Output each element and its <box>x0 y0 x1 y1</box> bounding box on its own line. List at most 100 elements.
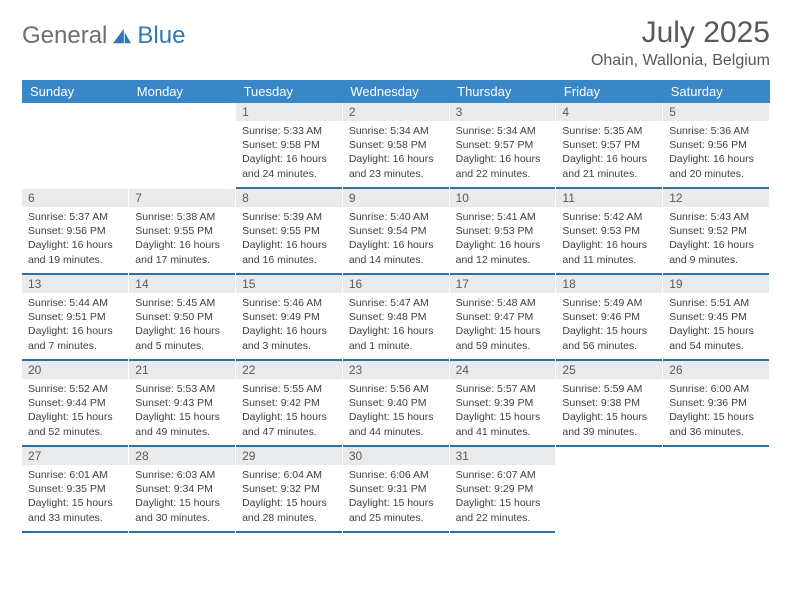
day-body: Sunrise: 5:45 AMSunset: 9:50 PMDaylight:… <box>129 293 235 359</box>
day-body: Sunrise: 5:44 AMSunset: 9:51 PMDaylight:… <box>22 293 128 359</box>
day-body: Sunrise: 5:34 AMSunset: 9:58 PMDaylight:… <box>343 121 449 187</box>
calendar-cell: 8Sunrise: 5:39 AMSunset: 9:55 PMDaylight… <box>236 189 343 275</box>
calendar-cell: 18Sunrise: 5:49 AMSunset: 9:46 PMDayligh… <box>556 275 663 361</box>
calendar-cell: 13Sunrise: 5:44 AMSunset: 9:51 PMDayligh… <box>22 275 129 361</box>
day-number: 31 <box>450 447 556 465</box>
calendar-cell: 20Sunrise: 5:52 AMSunset: 9:44 PMDayligh… <box>22 361 129 447</box>
day-body: Sunrise: 5:55 AMSunset: 9:42 PMDaylight:… <box>236 379 342 445</box>
weekday-header: Wednesday <box>342 80 449 103</box>
day-number: 24 <box>450 361 556 379</box>
day-body: Sunrise: 5:42 AMSunset: 9:53 PMDaylight:… <box>556 207 662 273</box>
calendar-cell: 28Sunrise: 6:03 AMSunset: 9:34 PMDayligh… <box>129 447 236 533</box>
calendar-cell: 19Sunrise: 5:51 AMSunset: 9:45 PMDayligh… <box>663 275 770 361</box>
calendar-cell: 21Sunrise: 5:53 AMSunset: 9:43 PMDayligh… <box>129 361 236 447</box>
day-number: 4 <box>556 103 662 121</box>
day-body: Sunrise: 5:36 AMSunset: 9:56 PMDaylight:… <box>663 121 769 187</box>
weekday-header: Monday <box>129 80 236 103</box>
logo: General Blue <box>22 16 185 50</box>
title-block: July 2025 Ohain, Wallonia, Belgium <box>591 16 770 70</box>
day-body: Sunrise: 5:35 AMSunset: 9:57 PMDaylight:… <box>556 121 662 187</box>
calendar-cell: 11Sunrise: 5:42 AMSunset: 9:53 PMDayligh… <box>556 189 663 275</box>
day-number: 10 <box>450 189 556 207</box>
calendar-cell: 17Sunrise: 5:48 AMSunset: 9:47 PMDayligh… <box>449 275 556 361</box>
day-body: Sunrise: 5:51 AMSunset: 9:45 PMDaylight:… <box>663 293 769 359</box>
day-number: 1 <box>236 103 342 121</box>
day-number: 30 <box>343 447 449 465</box>
calendar-cell: 6Sunrise: 5:37 AMSunset: 9:56 PMDaylight… <box>22 189 129 275</box>
day-number: 13 <box>22 275 128 293</box>
calendar-cell: 22Sunrise: 5:55 AMSunset: 9:42 PMDayligh… <box>236 361 343 447</box>
day-body: Sunrise: 5:39 AMSunset: 9:55 PMDaylight:… <box>236 207 342 273</box>
calendar-row: 6Sunrise: 5:37 AMSunset: 9:56 PMDaylight… <box>22 189 770 275</box>
day-number: 23 <box>343 361 449 379</box>
calendar-cell <box>22 103 129 189</box>
location: Ohain, Wallonia, Belgium <box>591 52 770 70</box>
day-body: Sunrise: 5:52 AMSunset: 9:44 PMDaylight:… <box>22 379 128 445</box>
day-number: 21 <box>129 361 235 379</box>
calendar-cell: 23Sunrise: 5:56 AMSunset: 9:40 PMDayligh… <box>342 361 449 447</box>
header-bar: General Blue July 2025 Ohain, Wallonia, … <box>22 16 770 70</box>
calendar-cell: 15Sunrise: 5:46 AMSunset: 9:49 PMDayligh… <box>236 275 343 361</box>
calendar-cell: 4Sunrise: 5:35 AMSunset: 9:57 PMDaylight… <box>556 103 663 189</box>
day-number: 20 <box>22 361 128 379</box>
day-body: Sunrise: 5:57 AMSunset: 9:39 PMDaylight:… <box>450 379 556 445</box>
calendar-cell: 3Sunrise: 5:34 AMSunset: 9:57 PMDaylight… <box>449 103 556 189</box>
calendar-body: 1Sunrise: 5:33 AMSunset: 9:58 PMDaylight… <box>22 103 770 533</box>
day-number: 3 <box>450 103 556 121</box>
day-number: 8 <box>236 189 342 207</box>
day-number: 29 <box>236 447 342 465</box>
calendar-cell: 30Sunrise: 6:06 AMSunset: 9:31 PMDayligh… <box>342 447 449 533</box>
weekday-header: Thursday <box>449 80 556 103</box>
day-number: 9 <box>343 189 449 207</box>
calendar-cell: 26Sunrise: 6:00 AMSunset: 9:36 PMDayligh… <box>663 361 770 447</box>
day-number: 18 <box>556 275 662 293</box>
day-number: 17 <box>450 275 556 293</box>
day-number: 22 <box>236 361 342 379</box>
calendar-row: 27Sunrise: 6:01 AMSunset: 9:35 PMDayligh… <box>22 447 770 533</box>
calendar-cell: 24Sunrise: 5:57 AMSunset: 9:39 PMDayligh… <box>449 361 556 447</box>
calendar-cell: 5Sunrise: 5:36 AMSunset: 9:56 PMDaylight… <box>663 103 770 189</box>
day-body: Sunrise: 5:38 AMSunset: 9:55 PMDaylight:… <box>129 207 235 273</box>
day-body: Sunrise: 5:56 AMSunset: 9:40 PMDaylight:… <box>343 379 449 445</box>
day-body: Sunrise: 6:00 AMSunset: 9:36 PMDaylight:… <box>663 379 769 445</box>
day-number: 19 <box>663 275 769 293</box>
day-number: 11 <box>556 189 662 207</box>
calendar-row: 20Sunrise: 5:52 AMSunset: 9:44 PMDayligh… <box>22 361 770 447</box>
calendar-cell: 16Sunrise: 5:47 AMSunset: 9:48 PMDayligh… <box>342 275 449 361</box>
day-body: Sunrise: 5:33 AMSunset: 9:58 PMDaylight:… <box>236 121 342 187</box>
day-body: Sunrise: 5:43 AMSunset: 9:52 PMDaylight:… <box>663 207 769 273</box>
day-number: 16 <box>343 275 449 293</box>
day-body: Sunrise: 5:34 AMSunset: 9:57 PMDaylight:… <box>450 121 556 187</box>
day-number: 5 <box>663 103 769 121</box>
day-body: Sunrise: 5:49 AMSunset: 9:46 PMDaylight:… <box>556 293 662 359</box>
day-number: 6 <box>22 189 128 207</box>
calendar-row: 13Sunrise: 5:44 AMSunset: 9:51 PMDayligh… <box>22 275 770 361</box>
day-body: Sunrise: 6:07 AMSunset: 9:29 PMDaylight:… <box>450 465 556 531</box>
day-number: 26 <box>663 361 769 379</box>
weekday-header: Saturday <box>663 80 770 103</box>
weekday-header: Friday <box>556 80 663 103</box>
calendar-row: 1Sunrise: 5:33 AMSunset: 9:58 PMDaylight… <box>22 103 770 189</box>
day-number: 12 <box>663 189 769 207</box>
logo-sail-icon <box>111 27 133 45</box>
calendar-cell <box>556 447 663 533</box>
calendar-cell: 10Sunrise: 5:41 AMSunset: 9:53 PMDayligh… <box>449 189 556 275</box>
day-number: 7 <box>129 189 235 207</box>
calendar-table: SundayMondayTuesdayWednesdayThursdayFrid… <box>22 80 770 533</box>
day-number: 14 <box>129 275 235 293</box>
calendar-cell: 2Sunrise: 5:34 AMSunset: 9:58 PMDaylight… <box>342 103 449 189</box>
day-body: Sunrise: 6:01 AMSunset: 9:35 PMDaylight:… <box>22 465 128 531</box>
day-body: Sunrise: 5:41 AMSunset: 9:53 PMDaylight:… <box>450 207 556 273</box>
day-body: Sunrise: 5:46 AMSunset: 9:49 PMDaylight:… <box>236 293 342 359</box>
calendar-cell: 14Sunrise: 5:45 AMSunset: 9:50 PMDayligh… <box>129 275 236 361</box>
day-body: Sunrise: 6:03 AMSunset: 9:34 PMDaylight:… <box>129 465 235 531</box>
day-body: Sunrise: 5:59 AMSunset: 9:38 PMDaylight:… <box>556 379 662 445</box>
day-body: Sunrise: 5:40 AMSunset: 9:54 PMDaylight:… <box>343 207 449 273</box>
calendar-cell: 12Sunrise: 5:43 AMSunset: 9:52 PMDayligh… <box>663 189 770 275</box>
calendar-cell: 1Sunrise: 5:33 AMSunset: 9:58 PMDaylight… <box>236 103 343 189</box>
calendar-cell: 7Sunrise: 5:38 AMSunset: 9:55 PMDaylight… <box>129 189 236 275</box>
day-number: 28 <box>129 447 235 465</box>
weekday-header: Sunday <box>22 80 129 103</box>
calendar-cell: 25Sunrise: 5:59 AMSunset: 9:38 PMDayligh… <box>556 361 663 447</box>
month-title: July 2025 <box>591 16 770 50</box>
